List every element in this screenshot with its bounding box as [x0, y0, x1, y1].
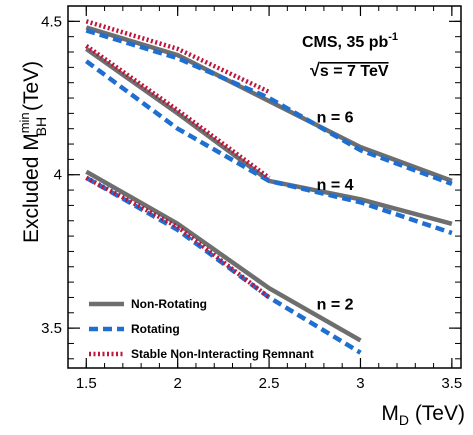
series-line-solid-n4: [85, 47, 453, 226]
plot-frame: [67, 5, 462, 369]
series-annotation: n = 2: [317, 297, 354, 314]
series-annotation: n = 4: [317, 177, 354, 194]
legend-label: Rotating: [131, 322, 180, 336]
lumi-exponent: -1: [388, 31, 398, 43]
y-axis-title: Excluded MminBH (TeV): [17, 61, 49, 243]
y-tick-label: 3.5: [41, 320, 62, 337]
series-line-dashed-n6: [85, 28, 453, 187]
y-tick-label: 4.5: [41, 13, 62, 30]
series-line-dashed-n4: [84, 59, 453, 236]
x-tick-label: 2: [174, 375, 182, 392]
ticks: [68, 6, 461, 368]
legend-label: Non-Rotating: [131, 297, 207, 311]
series-annotations: n = 6 n = 4 n = 2: [317, 110, 354, 314]
series-annotation: n = 6: [317, 110, 354, 127]
series-line-dotted-n6: [85, 19, 271, 94]
x-tick-label: 3: [356, 375, 364, 392]
series-line-solid-n2: [85, 169, 362, 343]
energy-label: √s = 7 TeV: [310, 60, 389, 80]
x-tick-label: 3.5: [441, 375, 462, 392]
x-tick-label: 1.5: [76, 375, 97, 392]
series-line-dotted-n4: [85, 44, 271, 180]
y-tick-label: 4: [54, 167, 62, 184]
series-line-dotted-n2: [85, 175, 271, 300]
legend-label: Stable Non-Interacting Remnant: [131, 347, 314, 361]
x-axis-title: MD (TeV): [381, 402, 465, 428]
experiment-label: CMS, 35 pb-1: [302, 31, 398, 51]
series-line-solid-n6: [85, 25, 453, 184]
tick-labels: 1.5 2 2.5 3 3.5 3.5 4 4.5: [41, 13, 462, 392]
x-tick-label: 2.5: [259, 375, 280, 392]
legend: Non-Rotating Rotating Stable Non-Interacti…: [89, 297, 314, 361]
series-line-dashed-n2: [85, 175, 362, 355]
series-lines: [84, 19, 453, 355]
